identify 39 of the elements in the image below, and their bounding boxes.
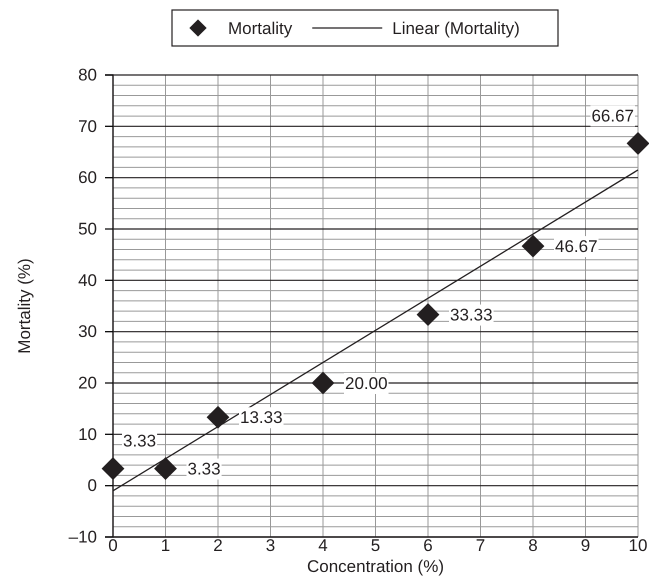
- x-tick-label: 8: [528, 536, 538, 556]
- y-tick-label: 50: [78, 219, 97, 238]
- y-tick-label: 80: [78, 65, 97, 84]
- x-tick-label: 5: [370, 536, 380, 556]
- data-label: 3.33: [188, 460, 221, 479]
- data-label: 33.33: [450, 306, 493, 325]
- y-tick-label: 0: [88, 476, 97, 496]
- point: [102, 457, 124, 480]
- y-axis-title: Mortality (%): [15, 258, 34, 354]
- y-tick-label: 70: [78, 116, 97, 136]
- data-label: 46.67: [555, 237, 598, 256]
- x-tick-label: 1: [160, 536, 170, 556]
- y-tick-label: 40: [78, 270, 97, 290]
- legend-label: Mortality: [228, 19, 293, 38]
- y-tick-label: 60: [78, 168, 97, 188]
- y-tick-label: –10: [68, 527, 97, 546]
- x-tick-label: 2: [213, 536, 223, 556]
- data-label: 3.33: [123, 432, 156, 451]
- legend-label: Linear (Mortality): [392, 19, 520, 38]
- point: [312, 372, 334, 394]
- x-tick-label: 6: [423, 536, 433, 556]
- x-tick-label: 3: [266, 536, 276, 556]
- y-tick-label: 20: [78, 373, 97, 392]
- data-label: 66.67: [591, 106, 634, 126]
- point: [154, 457, 177, 480]
- point: [206, 406, 230, 429]
- x-tick-label: 7: [476, 536, 486, 556]
- x-axis-title: Concentration (%): [306, 557, 444, 576]
- data-label: 20.00: [345, 374, 388, 393]
- x-tick-label: 4: [318, 536, 328, 556]
- data-label: 13.33: [240, 408, 283, 428]
- y-tick-label: 30: [78, 322, 97, 342]
- y-tick-label: 10: [78, 424, 97, 444]
- x-tick-label: 0: [108, 536, 118, 556]
- point: [522, 234, 544, 258]
- point: [416, 303, 440, 326]
- x-tick-label: 9: [580, 536, 590, 556]
- x-tick-label: 10: [628, 536, 648, 556]
- point: [626, 132, 649, 155]
